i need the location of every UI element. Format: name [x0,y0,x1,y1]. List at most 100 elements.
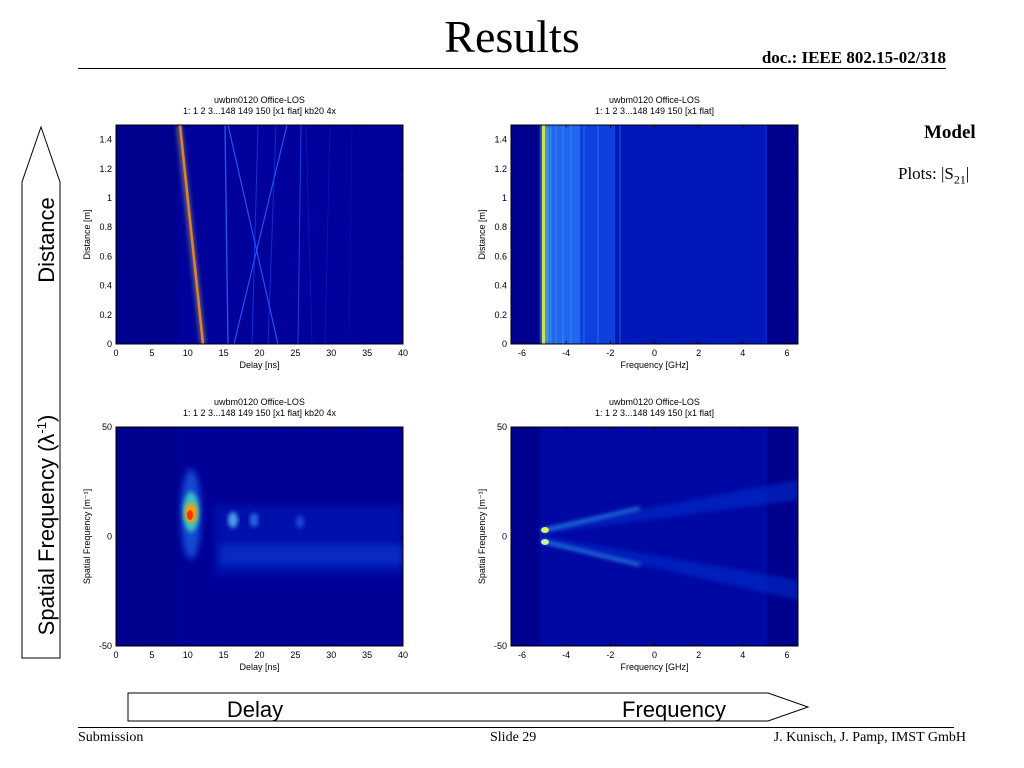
panel-2-hotspot-peak [187,510,193,520]
panel-3-title: uwbm0120 Office-LOS [609,397,700,407]
panel-1-subtitle: 1: 1 2 3...148 149 150 [x1 flat] [595,106,714,116]
panel-2-secondary-spot [228,512,238,528]
panel-3-y-tick-label: 50 [497,422,507,432]
footer-center: Slide 29 [490,730,537,745]
panel-0-x-tick-label: 40 [398,348,408,358]
panel-2-x-tick-label: 40 [398,650,408,660]
side-note-prefix: Plots: |S [898,164,954,183]
panel-2-y-tick-label: 0 [107,532,112,542]
panel-1-x-axis-label: Frequency [GHz] [620,360,688,370]
panel-1-band-gradient [545,125,615,344]
horizontal-arrow-delay-label: Delay [227,697,283,722]
side-heading: Model [924,122,976,143]
panel-0-reflection-line [224,125,229,344]
panel-0-reflection-line [267,125,277,344]
header-divider [78,68,946,69]
panel-0-y-tick-label: 1 [107,193,112,203]
vertical-arrow-distance-label: Distance [34,197,59,283]
panel-2-y-axis-label: Spatial Frequency [m⁻¹] [82,489,92,584]
panel-0-noise-band [178,125,403,344]
panel-0-x-tick-label: 20 [254,348,264,358]
panel-0-x-axis-label: Delay [ns] [239,360,279,370]
panel-3-lower-ridge [540,539,641,567]
side-note-subscript: 21 [953,172,966,187]
panel-3-band [540,427,767,646]
panel-3-lower-wedge [541,536,798,600]
panel-2-x-tick-label: 30 [326,650,336,660]
panel-0-x-tick-label: 25 [290,348,300,358]
panel-1-x-tick-label: -4 [562,348,570,358]
panel-0-x-tick-label: 0 [113,348,118,358]
panel-2-secondary-spot [250,513,258,527]
vertical-arrow-spatial-frequency-label: Spatial Frequency (λ-1) [34,415,59,636]
panel-3-x-tick-label: 0 [652,650,657,660]
panel-0-y-tick-label: 0.2 [99,310,112,320]
panel-2-x-tick-label: 5 [149,650,154,660]
panel-3-y-tick-label: -50 [494,641,507,651]
panel-3-peak [541,527,549,533]
panel-0-reflection-line [233,125,288,344]
panel-2-x-tick-label: 35 [362,650,372,660]
panel-3-upper-ridge [540,506,641,533]
panel-1-band-edge-glow [541,125,550,344]
panel-2-streak [220,545,403,565]
panel-0-reflection-line [305,125,313,344]
panel-0-reflection-line [348,125,353,344]
panel-0-x-tick-label: 35 [362,348,372,358]
panel-1-band-gradient [550,125,580,344]
panel-2-y-tick-label: -50 [99,641,112,651]
panel-3-x-tick-label: 4 [740,650,745,660]
panel-1-y-tick-label: 0 [502,339,507,349]
panel-2-x-axis-label: Delay [ns] [239,662,279,672]
panel-3-x-tick-label: -4 [562,650,570,660]
panel-2-heatmap [116,427,403,646]
panel-1-x-tick-label: 0 [652,348,657,358]
panel-3-subtitle: 1: 1 2 3...148 149 150 [x1 flat] [595,408,714,418]
footer-right: J. Kunisch, J. Pamp, IMST GmbH [773,730,966,745]
panel-0-y-tick-label: 1.4 [99,135,112,145]
vertical-arrow-sf-close: ) [34,415,59,422]
panel-0-heatmap [116,125,403,344]
panel-0-x-tick-label: 15 [219,348,229,358]
panel-0-x-tick-label: 5 [149,348,154,358]
horizontal-axis-arrow [127,692,810,722]
panel-3-y-axis-label: Spatial Frequency [m⁻¹] [477,489,487,584]
vertical-axis-arrow [21,125,61,659]
panel-2-x-tick-label: 20 [254,650,264,660]
panel-0-reflection-line [324,125,331,344]
panel-0-y-tick-label: 0.6 [99,251,112,261]
vertical-arrow-sf-text: Spatial Frequency (λ [34,434,59,636]
panel-2-subtitle: 1: 1 2 3...148 149 150 [x1 flat] kb20 4x [183,408,337,418]
panel-0-title: uwbm0120 Office-LOS [214,95,305,105]
panel-2-secondary-spot [296,516,304,528]
panel-3-x-tick-label: -2 [606,650,614,660]
panel-3-x-tick-label: 2 [696,650,701,660]
panel-3-x-tick-label: 6 [784,650,789,660]
panel-1-y-tick-label: 0.6 [494,251,507,261]
panel-3-heatmap [511,427,798,646]
panel-0-x-tick-label: 30 [326,348,336,358]
side-note: Plots: |S21| [898,164,969,187]
panel-3-y-tick-label: 0 [502,532,507,542]
panel-1-y-tick-label: 1 [502,193,507,203]
horizontal-arrow-frequency-label: Frequency [622,697,726,722]
panel-2-x-tick-label: 25 [290,650,300,660]
panel-1-x-tick-label: 6 [784,348,789,358]
footer-divider [78,727,954,728]
panel-1-y-tick-label: 0.8 [494,222,507,232]
panel-2-x-tick-label: 10 [183,650,193,660]
panel-0-y-tick-label: 0.4 [99,281,112,291]
footer-left: Submission [78,730,144,745]
panel-2-y-tick-label: 50 [102,422,112,432]
panel-2-x-tick-label: 15 [219,650,229,660]
slide-title: Results [444,11,580,62]
side-note-suffix: | [965,164,970,183]
panel-2-x-tick-label: 0 [113,650,118,660]
panel-3-x-tick-label: -6 [518,650,526,660]
panel-3-x-axis-label: Frequency [GHz] [620,662,688,672]
panel-3-upper-wedge [541,480,798,534]
panel-1-x-tick-label: -6 [518,348,526,358]
panel-1-x-tick-label: 2 [696,348,701,358]
panel-1-heatmap [511,125,798,344]
